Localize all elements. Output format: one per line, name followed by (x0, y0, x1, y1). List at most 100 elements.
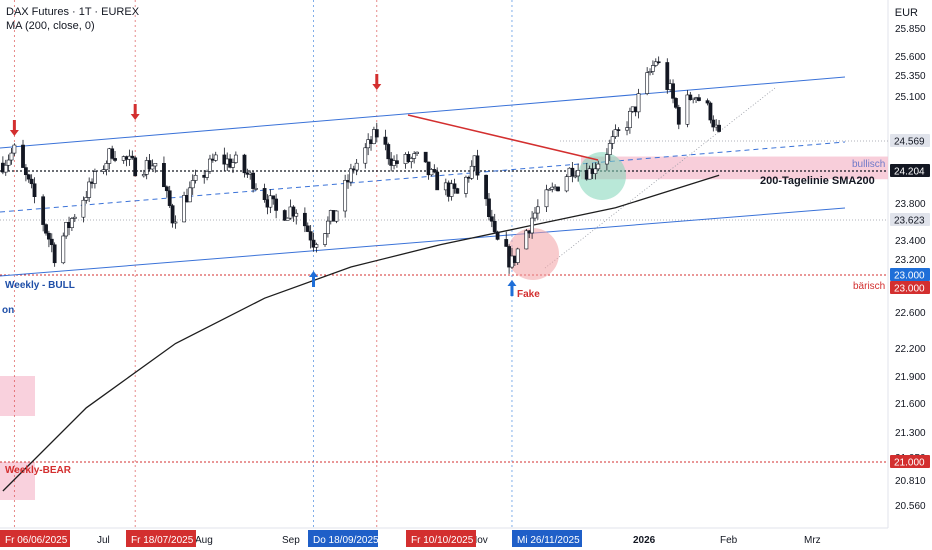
channel-upper (0, 76, 846, 149)
candle-body-103 (412, 153, 417, 159)
candle-body-148 (593, 168, 598, 174)
candle-body-167 (671, 83, 675, 99)
price-badge-text-0: 24.569 (894, 137, 925, 148)
candle-body-150 (604, 154, 609, 165)
bullisch-label: bullisch (852, 159, 885, 170)
candle-body-15 (61, 235, 66, 264)
price-tick-3: 21.300 (895, 428, 926, 439)
price-badge-4 (890, 281, 930, 294)
candle-body-5 (21, 144, 25, 168)
price-tick-19: 25.850 (895, 24, 926, 35)
candle-body-68 (271, 195, 276, 200)
candle-body-34 (133, 157, 138, 177)
candle-body-79 (314, 244, 319, 248)
candle-body-136 (547, 188, 552, 191)
price-badge-text-5: 21.000 (894, 458, 925, 469)
price-badge-text-2: 23.623 (894, 216, 925, 227)
candle-body-162 (651, 65, 655, 72)
fake-circle (507, 228, 559, 280)
candle-body-179 (717, 124, 721, 132)
x-tick-6: Mrz (804, 535, 821, 546)
candle-body-42 (167, 190, 172, 206)
candle-body-28 (110, 148, 115, 159)
fake-label: Fake (517, 289, 540, 300)
date-badge-4 (512, 530, 582, 547)
candle-body-45 (182, 195, 186, 223)
candle-body-104 (415, 151, 419, 154)
candle-body-67 (268, 195, 273, 208)
candle-body-8 (29, 178, 34, 185)
date-badge-1 (126, 530, 196, 547)
candle-body-41 (164, 186, 169, 192)
candle-body-155 (625, 127, 629, 131)
candle-body-49 (193, 174, 198, 181)
currency-label[interactable]: EUR (894, 7, 918, 19)
date-badge-text-1: Fr 18/07/2025 (131, 535, 194, 546)
candle-body-25 (101, 169, 106, 172)
candle-body-29 (113, 158, 117, 161)
candle-body-176 (708, 102, 713, 121)
price-badge-2 (890, 213, 930, 226)
candle-body-160 (645, 72, 650, 94)
blue-arrow-2 (507, 280, 517, 296)
candle-body-51 (205, 171, 209, 178)
candle-body-69 (274, 198, 279, 211)
candle-body-75 (302, 212, 307, 227)
candle-body-60 (242, 154, 247, 174)
candle-body-149 (596, 163, 601, 170)
price-tick-7: 22.600 (895, 308, 926, 319)
candle-body-168 (674, 98, 678, 108)
candle-body-112 (449, 183, 454, 197)
candle-body-44 (173, 221, 178, 224)
candle-body-152 (610, 136, 615, 144)
symbol-legend[interactable]: DAX Futures · 1T · EUREX (6, 6, 140, 18)
candle-body-71 (285, 217, 290, 221)
candle-body-151 (607, 143, 612, 155)
candle-body-87 (349, 168, 353, 183)
candle-body-80 (323, 233, 327, 245)
weekly-bear-label: Weekly-BEAR (5, 465, 72, 476)
candle-body-172 (691, 97, 696, 100)
cut-label: on (2, 305, 14, 316)
candle-body-40 (162, 163, 166, 188)
candle-body-26 (104, 163, 109, 170)
candle-body-114 (455, 188, 460, 194)
candle-body-154 (616, 129, 621, 131)
candle-body-170 (685, 94, 690, 125)
candle-body-3 (9, 152, 14, 161)
candle-body-81 (325, 220, 330, 234)
candle-body-169 (676, 107, 681, 125)
left-zone-lower (0, 462, 35, 500)
candle-body-12 (46, 232, 51, 240)
candle-body-21 (84, 197, 89, 201)
candle-body-171 (688, 94, 693, 100)
candle-body-52 (208, 158, 212, 172)
ma-legend[interactable]: MA (200, close, 0) (6, 20, 95, 32)
candle-body-35 (141, 174, 146, 177)
price-tick-5: 21.900 (895, 372, 926, 383)
price-badge-1 (890, 164, 930, 177)
candle-body-146 (587, 168, 592, 180)
date-badge-0 (0, 530, 70, 547)
candle-body-78 (311, 239, 316, 248)
candle-body-10 (41, 196, 46, 225)
candle-body-90 (363, 147, 368, 164)
candle-body-156 (627, 110, 632, 129)
candle-body-70 (282, 210, 287, 221)
candle-body-109 (435, 171, 440, 191)
candle-body-22 (87, 181, 92, 198)
price-badge-text-1: 24.204 (894, 167, 925, 178)
candle-body-122 (489, 216, 494, 222)
candle-body-6 (23, 167, 28, 176)
price-badge-3 (890, 268, 930, 281)
price-tick-4: 21.600 (895, 399, 926, 410)
candle-body-76 (305, 225, 310, 232)
candle-body-24 (93, 171, 97, 184)
candle-body-125 (504, 239, 509, 247)
candle-body-13 (49, 238, 54, 246)
date-badge-text-0: Fr 06/06/2025 (5, 535, 68, 546)
candle-body-14 (52, 244, 57, 264)
bull-zone (581, 156, 888, 180)
candle-body-54 (213, 154, 218, 161)
